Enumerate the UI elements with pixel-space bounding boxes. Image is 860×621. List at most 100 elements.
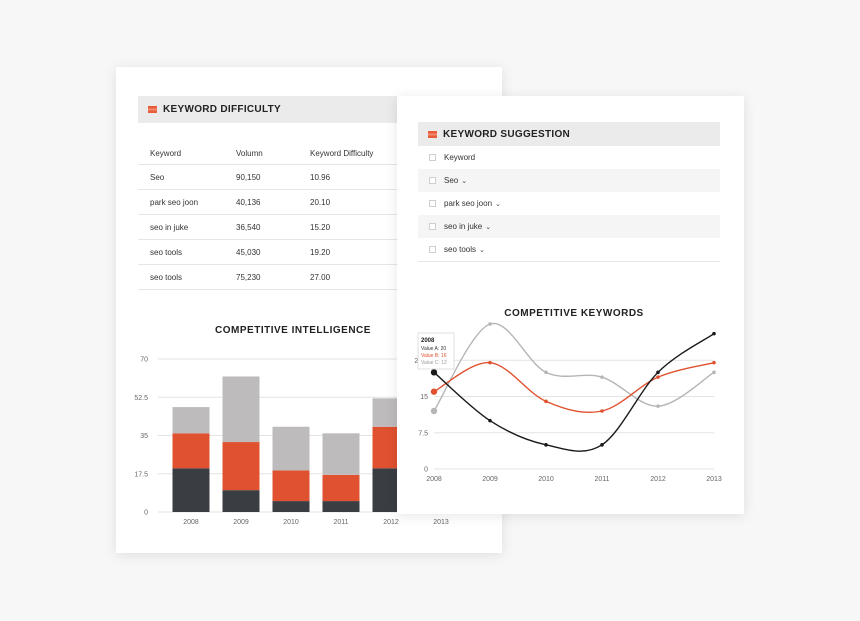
data-point <box>656 370 660 375</box>
x-tick-label: 2013 <box>433 519 449 526</box>
competitive-keywords-chart: 07.51522.52008200920102011201220132008Va… <box>414 322 722 483</box>
list-item[interactable]: Seo ⌄ <box>418 169 720 192</box>
checkbox[interactable] <box>429 200 436 207</box>
tooltip-box <box>417 332 455 370</box>
data-point <box>430 407 438 415</box>
series-line <box>433 361 715 414</box>
data-point <box>488 360 492 365</box>
tooltip-year: 2008 <box>421 338 435 344</box>
table-row[interactable]: Seo 90,150 10.96 <box>138 165 400 190</box>
data-point <box>544 443 548 447</box>
y-tick-label: 0 <box>424 467 428 474</box>
table-row[interactable]: seo tools 75,230 27.00 <box>138 265 400 290</box>
list-item[interactable]: seo tools ⌄ <box>418 238 720 261</box>
data-point <box>712 370 716 375</box>
tooltip-line: Value B: 16 <box>421 353 447 359</box>
data-point <box>712 360 716 365</box>
list-item[interactable]: park seo joon ⌄ <box>418 192 720 215</box>
list-icon <box>148 106 157 113</box>
checkbox[interactable] <box>429 223 436 230</box>
x-tick-label: 2008 <box>183 519 199 526</box>
table-header-row: Keyword Volumn Keyword Difficulty <box>138 142 400 165</box>
x-tick-label: 2011 <box>594 476 609 483</box>
checkbox[interactable] <box>429 154 436 161</box>
data-point <box>656 375 660 379</box>
keyword-cell: park seo joon <box>150 197 199 207</box>
x-tick-label: 2011 <box>333 519 348 526</box>
keyword-difficulty-header: KEYWORD DIFFICULTY <box>138 96 398 123</box>
list-item[interactable]: seo in juke ⌄ <box>418 215 720 238</box>
y-tick-label: 17.5 <box>134 471 148 478</box>
keyword-cell: seo in juke <box>150 222 189 232</box>
keyword-suggestion-card: KEYWORD SUGGESTION Keyword Seo ⌄ park se… <box>397 96 744 514</box>
difficulty-cell: 20.10 <box>310 197 331 207</box>
keyword-difficulty-table: Keyword Volumn Keyword Difficulty Seo 90… <box>138 142 400 290</box>
x-tick-label: 2012 <box>383 519 399 526</box>
y-tick-label: 52.5 <box>134 395 148 402</box>
list-item-label: seo tools <box>444 245 477 254</box>
list-item-label: Seo <box>444 176 459 185</box>
volume-cell: 75,230 <box>236 272 261 282</box>
volume-cell: 45,030 <box>236 247 261 257</box>
checkbox[interactable] <box>429 246 436 253</box>
column-header: Volumn <box>236 148 263 158</box>
keyword-cell: seo tools <box>150 247 183 257</box>
competitive-keywords-title: COMPETITIVE KEYWORDS <box>504 308 644 319</box>
column-header: Keyword Difficulty <box>310 148 374 158</box>
series-line <box>433 333 715 452</box>
tooltip-line: Value C: 12 <box>421 360 447 366</box>
series-line <box>433 322 715 412</box>
bar-segment <box>222 442 260 491</box>
keyword-suggestion-list: Keyword Seo ⌄ park seo joon ⌄ seo in juk… <box>418 146 720 262</box>
data-point <box>600 375 604 379</box>
bar-segment <box>172 407 210 434</box>
y-tick-label: 15 <box>420 394 428 401</box>
tooltip-line: Value A: 20 <box>421 346 446 352</box>
list-item-label: park seo joon <box>444 199 493 208</box>
data-point <box>600 409 604 413</box>
table-row[interactable]: park seo joon 40,136 20.10 <box>138 190 400 215</box>
x-tick-label: 2009 <box>482 476 498 483</box>
keyword-difficulty-title: KEYWORD DIFFICULTY <box>163 104 281 115</box>
keyword-cell: Seo <box>150 172 165 182</box>
chevron-down-icon[interactable]: ⌄ <box>479 246 485 254</box>
volume-cell: 90,150 <box>236 172 261 182</box>
y-tick-label: 35 <box>140 433 148 440</box>
competitive-intelligence-title: COMPETITIVE INTELLIGENCE <box>215 325 371 336</box>
list-item-label: seo in juke <box>444 222 483 231</box>
difficulty-cell: 19.20 <box>310 247 331 257</box>
chevron-down-icon[interactable]: ⌄ <box>495 200 501 208</box>
list-icon <box>428 130 437 138</box>
y-tick-label: 0 <box>144 510 148 517</box>
table-row[interactable]: seo tools 45,030 19.20 <box>138 240 400 265</box>
column-header: Keyword <box>150 148 182 158</box>
x-tick-label: 2013 <box>706 476 722 483</box>
keyword-suggestion-header: KEYWORD SUGGESTION <box>418 122 720 146</box>
keyword-suggestion-title: KEYWORD SUGGESTION <box>443 128 571 140</box>
data-point <box>430 369 438 376</box>
bar-segment <box>322 501 360 512</box>
bar-segment <box>222 490 260 512</box>
chevron-down-icon[interactable]: ⌄ <box>461 177 468 185</box>
table-row[interactable]: seo in juke 36,540 15.20 <box>138 215 400 240</box>
difficulty-cell: 15.20 <box>310 222 331 232</box>
data-point <box>656 404 660 408</box>
difficulty-cell: 10.96 <box>310 172 331 182</box>
chevron-down-icon[interactable]: ⌄ <box>485 223 492 231</box>
data-point <box>712 331 716 336</box>
list-header-row: Keyword <box>418 146 720 169</box>
difficulty-cell: 27.00 <box>310 272 331 282</box>
bar-segment <box>322 474 360 502</box>
bar-segment <box>272 426 310 471</box>
x-tick-label: 2010 <box>283 519 299 526</box>
bar-segment <box>272 470 310 502</box>
x-tick-label: 2008 <box>426 476 442 483</box>
data-point <box>600 443 604 447</box>
x-tick-label: 2012 <box>650 476 666 483</box>
x-tick-label: 2010 <box>538 476 554 483</box>
competitive-intelligence-chart: 0 17.5 35 52.5 70 2008 2009 2010 2011 2012 2013 <box>134 357 460 526</box>
checkbox[interactable] <box>429 177 436 184</box>
bar-segment <box>272 501 310 512</box>
volume-cell: 40,136 <box>236 197 261 207</box>
